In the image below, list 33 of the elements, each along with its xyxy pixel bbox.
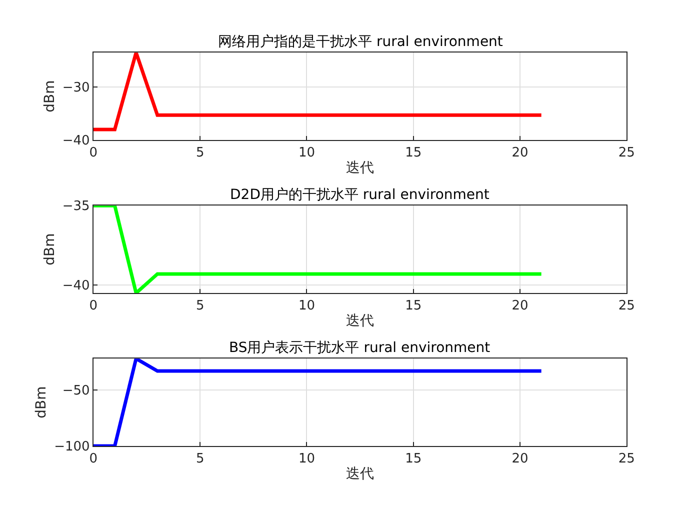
chart-title: 网络用户指的是干扰水平 rural environment bbox=[218, 34, 504, 50]
x-axis-title: 迭代 bbox=[346, 466, 374, 482]
y-axis-title: dBm bbox=[34, 386, 50, 418]
x-tick-label: 10 bbox=[298, 298, 315, 314]
y-tick-label: −100 bbox=[54, 440, 90, 455]
x-tick-label: 10 bbox=[298, 452, 315, 467]
x-axis-title: 迭代 bbox=[346, 160, 374, 176]
y-tick-label: −35 bbox=[62, 199, 90, 214]
y-axis-title: dBm bbox=[42, 80, 58, 112]
x-tick-label: 10 bbox=[298, 146, 315, 161]
x-tick-label: 0 bbox=[89, 146, 98, 161]
x-tick-label: 15 bbox=[405, 298, 422, 314]
x-tick-label: 5 bbox=[196, 298, 204, 314]
x-tick-label: 0 bbox=[89, 452, 98, 467]
x-tick-label: 15 bbox=[405, 452, 422, 467]
y-tick-label: −50 bbox=[62, 384, 90, 399]
y-tick-label: −40 bbox=[62, 134, 90, 149]
y-axis-title: dBm bbox=[42, 233, 58, 266]
chart-title: D2D用户的干扰水平 rural environment bbox=[230, 187, 490, 203]
x-tick-label: 20 bbox=[512, 298, 528, 314]
x-axis-title: 迭代 bbox=[346, 312, 374, 329]
x-tick-label: 5 bbox=[196, 452, 204, 467]
x-tick-label: 25 bbox=[618, 146, 635, 161]
x-tick-label: 25 bbox=[618, 452, 635, 467]
y-tick-label: −40 bbox=[62, 278, 90, 294]
x-tick-label: 20 bbox=[512, 146, 528, 161]
x-tick-label: 15 bbox=[405, 146, 422, 161]
x-tick-label: 25 bbox=[618, 298, 635, 314]
chart-title: BS用户表示干扰水平 rural environment bbox=[229, 340, 491, 356]
x-tick-label: 0 bbox=[89, 298, 98, 314]
x-tick-label: 5 bbox=[196, 146, 204, 161]
y-tick-label: −30 bbox=[62, 80, 90, 96]
x-tick-label: 20 bbox=[512, 452, 528, 467]
